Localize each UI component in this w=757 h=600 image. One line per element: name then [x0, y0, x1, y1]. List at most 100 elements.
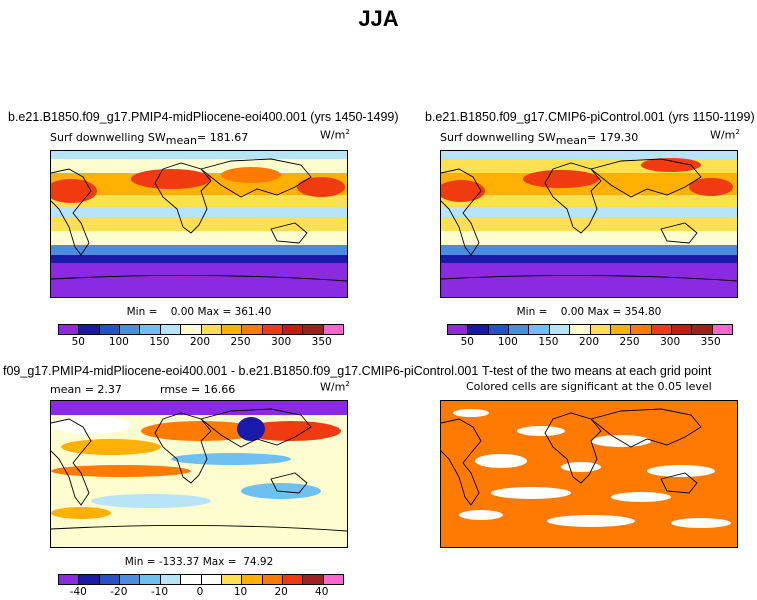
colorbar-swatch [201, 325, 222, 334]
colorbar-tick-label: -40 [69, 586, 87, 598]
nonsig-10 [547, 515, 635, 527]
colorbar-swatch [201, 575, 222, 584]
hotspot-pacific [297, 177, 345, 197]
panel1-mean-value: = 181.67 [196, 131, 249, 144]
southern-ocean-band [51, 255, 347, 263]
nonsig-2 [517, 426, 565, 436]
colorbar-tick-label: 200 [189, 336, 211, 348]
colorbar-tick-label: -10 [150, 586, 168, 598]
colorbar-tick-label: -20 [110, 586, 128, 598]
colorbar-tick-label: 150 [149, 336, 170, 348]
nonsig-7 [491, 487, 571, 499]
colorbar-swatch [529, 325, 550, 334]
pattern-10 [51, 507, 111, 519]
tropic-band [441, 195, 737, 207]
panel2-minmax: Min = 0.00 Max = 354.80 [516, 306, 662, 318]
colorbar-tick-label: 350 [700, 336, 721, 348]
colorbar-swatch [99, 325, 121, 334]
colorbar-swatch [671, 325, 693, 334]
colorbar-swatch [323, 575, 344, 584]
colorbar-swatch [59, 325, 80, 334]
colorbar-swatch [221, 575, 243, 584]
panel3-mean: mean = 2.37 [50, 383, 122, 396]
panel1-map-svg [51, 151, 347, 297]
colorbar-swatch [262, 325, 283, 334]
coast-americas [51, 168, 92, 256]
colorbar-swatch [282, 575, 304, 584]
panel4-map [440, 400, 738, 548]
panel2-title: b.e21.B1850.f09_g17.CMIP6-piControl.001 … [425, 110, 755, 124]
colorbar-swatch [160, 325, 182, 334]
nonsig-9 [459, 510, 503, 520]
colorbar-swatch [79, 575, 100, 584]
hotspot-sahara [131, 169, 211, 189]
colorbar-tick-label: 250 [230, 336, 251, 348]
panel1-units-sup: 2 [345, 128, 350, 136]
pattern-3 [241, 421, 341, 441]
hotspot-na [441, 180, 485, 202]
colorbar-swatch [468, 325, 489, 334]
south-band [441, 245, 737, 255]
panel2-var-name: Surf downwelling SW [440, 131, 556, 144]
colorbar-swatch [181, 575, 202, 584]
coast-antarctica [51, 274, 347, 282]
colorbar-tick-label: 200 [578, 336, 600, 348]
southern-ocean-band [441, 255, 737, 263]
colorbar-tick-label: 50 [71, 336, 85, 348]
colorbar-tick-label: 0 [196, 586, 204, 598]
coast-australia [660, 472, 698, 494]
pattern-2 [141, 421, 261, 441]
colorbar-swatch [590, 325, 611, 334]
colorbar-swatch [120, 325, 141, 334]
coast-asia [200, 158, 312, 198]
colorbar-swatch [79, 325, 100, 334]
panel2-mean-value: = 179.30 [586, 131, 639, 144]
panel1-colorbar-ticks: 50 100 150 200 250 300 350 [58, 336, 342, 350]
colorbar-swatch [488, 325, 510, 334]
coast-australia [270, 472, 308, 494]
hotspot-asia [641, 158, 701, 172]
colorbar-tick-label: 150 [538, 336, 559, 348]
panel1-variable: Surf downwelling SWmean= 181.67 [50, 131, 248, 147]
colorbar-swatch [303, 325, 324, 334]
south-mid-band [51, 231, 347, 245]
colorbar-tick-label: 50 [460, 336, 474, 348]
panel3-rmse: rmse = 16.66 [160, 383, 236, 396]
colorbar-swatch [140, 575, 161, 584]
colorbar-tick-label: 350 [311, 336, 332, 348]
arctic-band [51, 151, 347, 159]
panel4-subtitle: Colored cells are significant at the 0.0… [466, 380, 712, 393]
panel3-colorbar [58, 574, 344, 585]
nonsig-11 [671, 518, 731, 528]
panel4-title: T-test of the two means at each grid poi… [482, 364, 712, 378]
main-title: JJA [358, 6, 399, 31]
arctic-band [51, 401, 347, 415]
panel3-colorbar-ticks: -40 -20 -10 0 10 20 40 [58, 586, 342, 600]
colorbar-swatch [509, 325, 530, 334]
panel2-map-svg [441, 151, 737, 297]
colorbar-swatch [570, 325, 591, 334]
coast-australia [270, 222, 308, 244]
arctic-band [441, 151, 737, 159]
pattern-4 [237, 417, 265, 441]
south-mid-band [441, 231, 737, 245]
coast-asia [590, 158, 702, 198]
colorbar-swatch [651, 325, 672, 334]
itcz-band [441, 207, 737, 217]
panel2-units: W/m2 [710, 128, 740, 142]
pattern-5 [61, 439, 161, 455]
hotspot-pacific [689, 178, 733, 196]
nonsig-8 [611, 492, 671, 502]
coast-americas [441, 168, 482, 256]
panel1-units: W/m2 [320, 128, 350, 142]
south-band [51, 245, 347, 255]
panel1-mean-label: mean [165, 134, 197, 147]
colorbar-swatch [242, 575, 263, 584]
panel2-units-sup: 2 [735, 128, 740, 136]
colorbar-swatch [99, 575, 121, 584]
coast-asia [200, 408, 312, 448]
panel1-title: b.e21.B1850.f09_g17.PMIP4-midPliocene-eo… [8, 110, 399, 124]
colorbar-tick-label: 250 [619, 336, 640, 348]
coast-australia [660, 222, 698, 244]
antarctic-band [441, 263, 737, 297]
